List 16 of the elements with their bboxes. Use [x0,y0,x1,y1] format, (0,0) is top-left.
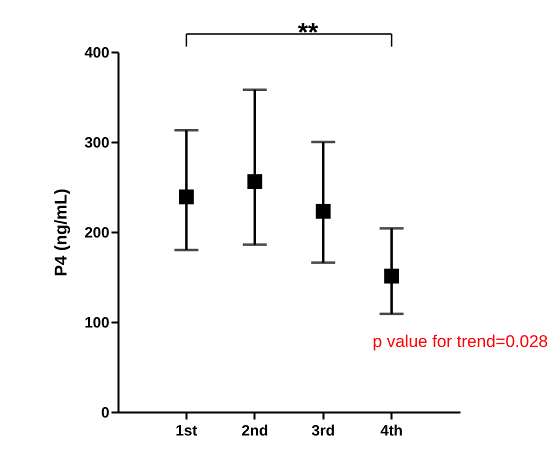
y-tick-label: 100 [84,314,110,332]
x-tick-label: 3rd [312,422,335,440]
point [316,204,331,219]
point [178,189,194,204]
y-tick-label: 200 [84,224,110,242]
x-tick-label: 1st [176,422,198,440]
point [384,268,400,284]
point [247,174,262,190]
x-tick-label: 4th [380,422,403,440]
annotation: p value for trend=0.028 [372,332,548,351]
y-tick-label: 300 [84,134,110,152]
text: ** [298,17,319,47]
y-axis-title: P4 (ng/mL) [51,188,70,276]
y-tick-label: 400 [84,44,110,62]
x-tick-label: 2nd [241,422,268,440]
y-tick-label: 0 [101,404,110,422]
